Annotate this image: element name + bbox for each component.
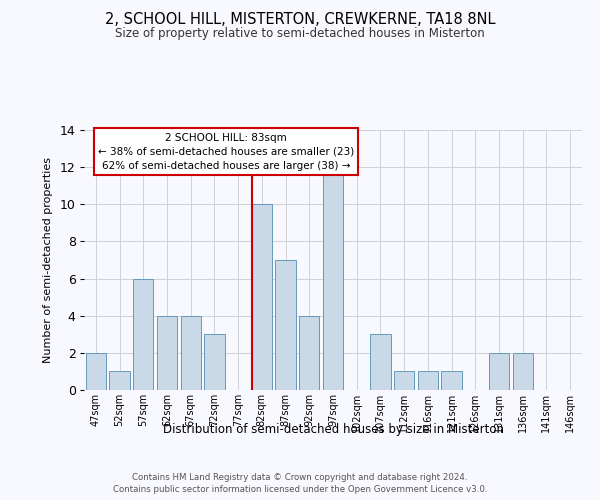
- Bar: [418, 372, 438, 390]
- Text: 2, SCHOOL HILL, MISTERTON, CREWKERNE, TA18 8NL: 2, SCHOOL HILL, MISTERTON, CREWKERNE, TA…: [105, 12, 495, 28]
- Bar: [370, 334, 391, 390]
- Bar: [181, 316, 201, 390]
- Text: 2 SCHOOL HILL: 83sqm
← 38% of semi-detached houses are smaller (23)
62% of semi-: 2 SCHOOL HILL: 83sqm ← 38% of semi-detac…: [98, 132, 354, 170]
- Bar: [205, 334, 224, 390]
- Text: Contains HM Land Registry data © Crown copyright and database right 2024.: Contains HM Land Registry data © Crown c…: [132, 472, 468, 482]
- Bar: [275, 260, 296, 390]
- Bar: [512, 353, 533, 390]
- Bar: [489, 353, 509, 390]
- Bar: [299, 316, 319, 390]
- Text: Size of property relative to semi-detached houses in Misterton: Size of property relative to semi-detach…: [115, 28, 485, 40]
- Text: Contains public sector information licensed under the Open Government Licence v3: Contains public sector information licen…: [113, 485, 487, 494]
- Y-axis label: Number of semi-detached properties: Number of semi-detached properties: [43, 157, 53, 363]
- Bar: [157, 316, 177, 390]
- Bar: [86, 353, 106, 390]
- Bar: [394, 372, 414, 390]
- Text: Distribution of semi-detached houses by size in Misterton: Distribution of semi-detached houses by …: [163, 422, 503, 436]
- Bar: [109, 372, 130, 390]
- Bar: [133, 278, 154, 390]
- Bar: [252, 204, 272, 390]
- Bar: [323, 167, 343, 390]
- Bar: [442, 372, 461, 390]
